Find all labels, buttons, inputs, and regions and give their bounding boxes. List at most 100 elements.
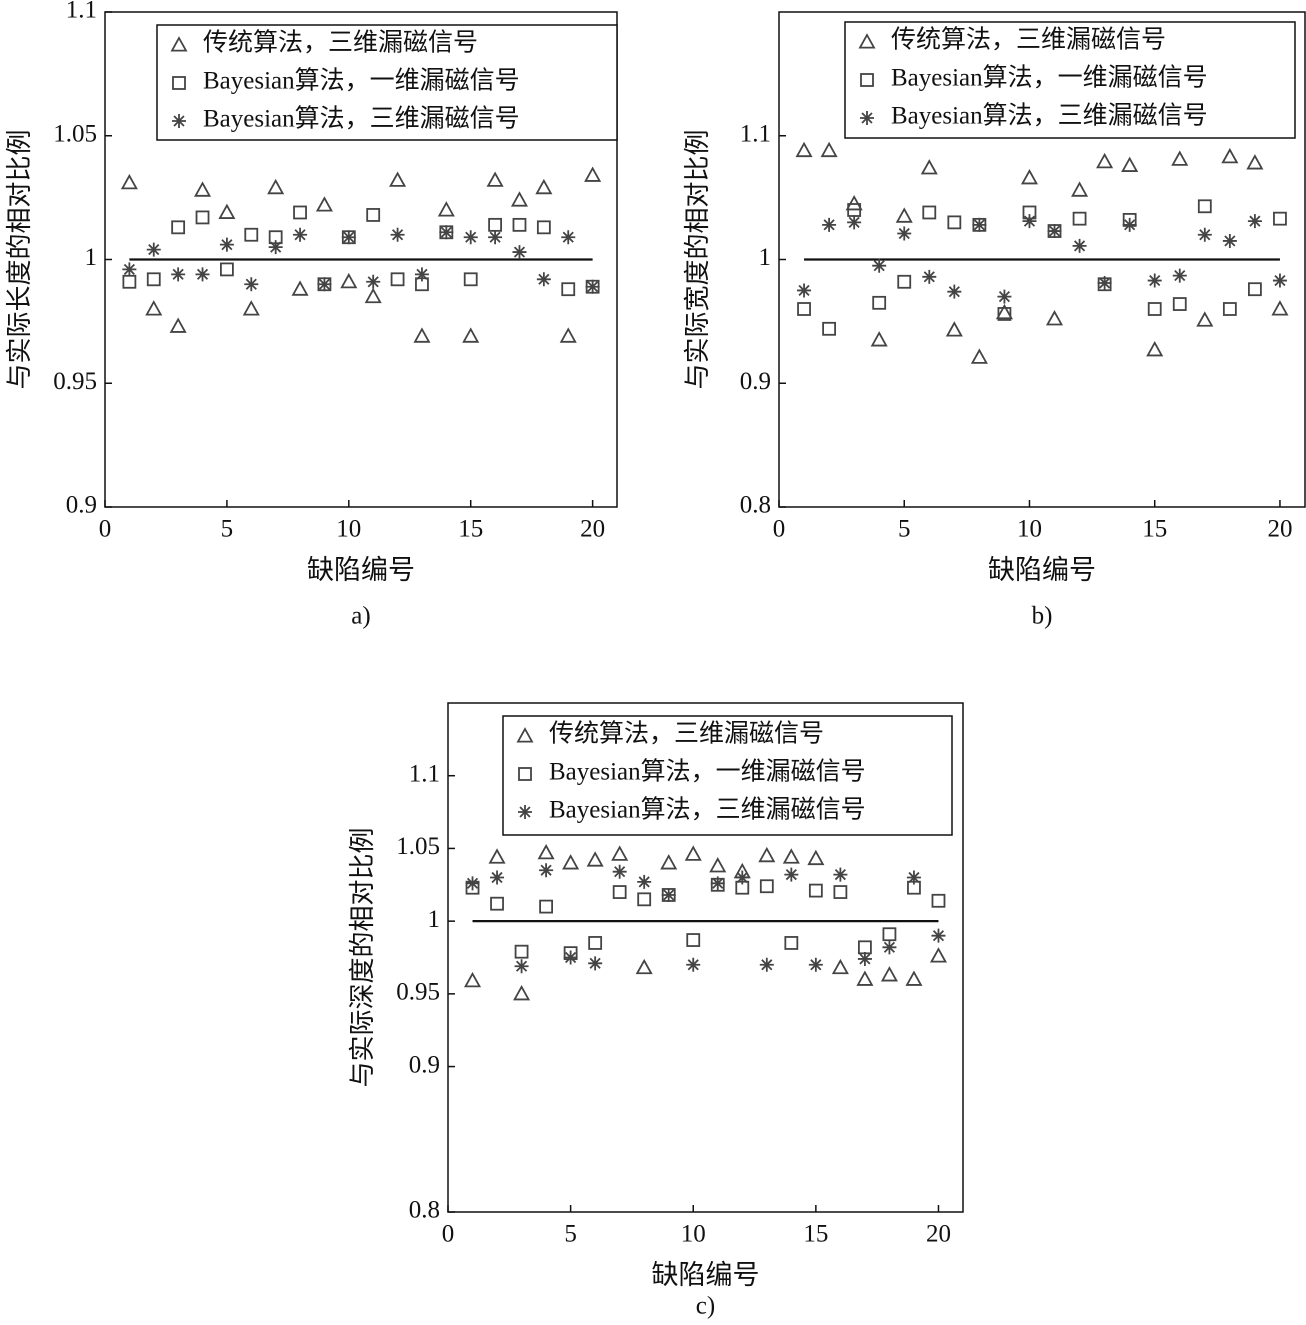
- y-tick-label: 0.9: [409, 1051, 440, 1078]
- star-marker: [439, 225, 454, 240]
- square-marker: [686, 933, 701, 947]
- y-tick-label: 1.05: [53, 120, 97, 147]
- star-marker: [1147, 273, 1162, 288]
- y-tick-label: 1.1: [66, 0, 97, 24]
- triangle-marker: [995, 303, 1013, 320]
- star-marker: [857, 951, 872, 966]
- triangle-marker: [1271, 300, 1289, 316]
- triangle-marker: [584, 166, 602, 182]
- triangle-marker: [486, 171, 504, 187]
- legend-label: Bayesian算法，三维漏磁信号: [891, 102, 1208, 130]
- star-marker: [661, 887, 676, 902]
- triangle-marker: [660, 854, 678, 870]
- star-marker: [463, 230, 478, 245]
- star-marker: [268, 240, 283, 255]
- square-marker: [1072, 211, 1087, 226]
- x-tick-label: 0: [773, 516, 786, 543]
- triangle-marker: [895, 207, 913, 223]
- square-marker: [1172, 297, 1187, 311]
- triangle-marker: [970, 348, 988, 364]
- star-marker: [897, 226, 912, 241]
- star-marker: [1172, 268, 1187, 283]
- square-marker: [947, 215, 962, 230]
- square-marker: [293, 205, 307, 220]
- triangle-marker: [267, 178, 285, 195]
- star-marker: [612, 864, 627, 879]
- square-marker: [366, 208, 381, 222]
- square-marker: [858, 940, 872, 955]
- x-tick-label: 10: [336, 516, 361, 543]
- star-marker: [490, 870, 505, 885]
- square-marker: [997, 307, 1012, 321]
- triangle-marker: [831, 958, 849, 975]
- triangle-marker: [437, 201, 455, 217]
- star-marker: [317, 277, 332, 292]
- x-tick-label: 5: [564, 1221, 577, 1248]
- triangle-marker: [1045, 310, 1064, 326]
- square-marker: [512, 217, 527, 232]
- square-marker: [244, 227, 259, 242]
- triangle-marker: [488, 848, 506, 864]
- square-marker: [122, 274, 137, 289]
- triangle-marker: [218, 203, 236, 219]
- star-marker: [561, 230, 576, 245]
- square-marker: [1248, 282, 1262, 297]
- triangle-marker: [315, 196, 333, 212]
- square-marker: [860, 73, 874, 87]
- triangle-marker: [684, 845, 702, 861]
- legend-label: 传统算法，三维漏磁信号: [549, 720, 824, 748]
- square-marker: [463, 272, 478, 287]
- caption: a): [351, 603, 370, 630]
- y-tick-label: 1: [85, 244, 98, 271]
- triangle-marker: [1020, 168, 1039, 185]
- triangle-marker: [920, 159, 938, 175]
- square-marker: [1197, 199, 1212, 214]
- legend-box: [844, 21, 1296, 139]
- square-marker: [1222, 302, 1237, 316]
- star-marker: [219, 237, 234, 252]
- triangle-marker: [795, 141, 813, 158]
- square-marker: [1273, 211, 1287, 226]
- star-marker: [122, 262, 137, 277]
- square-marker: [833, 885, 848, 899]
- star-marker: [872, 258, 887, 273]
- star-marker: [195, 267, 210, 282]
- triangle-marker: [413, 327, 431, 343]
- square-marker: [536, 220, 551, 235]
- star-marker: [637, 874, 652, 889]
- y-tick-label: 1.05: [396, 833, 440, 860]
- triangle-marker: [389, 171, 407, 187]
- triangle-marker: [586, 851, 604, 867]
- square-marker: [931, 893, 946, 908]
- x-tick-label: 0: [442, 1221, 455, 1248]
- star-marker: [906, 870, 921, 885]
- triangle-marker: [635, 958, 653, 975]
- legend-label: Bayesian算法，三维漏磁信号: [549, 796, 866, 824]
- square-marker: [784, 936, 799, 950]
- x-tick-label: 20: [1267, 516, 1292, 543]
- star-marker: [1097, 276, 1112, 291]
- square-marker: [171, 220, 186, 235]
- y-axis-label: 与实际深度的相对比例: [348, 827, 377, 1087]
- x-tick-label: 20: [580, 516, 605, 543]
- triangle-marker: [758, 846, 776, 863]
- y-tick-label: 1: [759, 244, 772, 271]
- star-marker: [882, 940, 897, 955]
- triangle-marker: [513, 985, 531, 1001]
- y-tick-label: 1.1: [740, 120, 771, 147]
- square-marker: [514, 944, 529, 959]
- star-marker: [172, 114, 186, 128]
- triangle-marker: [535, 178, 553, 195]
- square-marker: [1147, 302, 1162, 316]
- triangle-marker: [463, 971, 482, 988]
- triangle-marker: [516, 727, 534, 743]
- star-marker: [1122, 217, 1137, 232]
- legend-label: Bayesian算法，一维漏磁信号: [203, 67, 520, 95]
- y-tick-label: 0.8: [740, 492, 771, 519]
- star-marker: [171, 267, 186, 282]
- x-axis-label: 缺陷编号: [652, 1260, 760, 1290]
- star-marker: [759, 957, 774, 972]
- x-tick-label: 15: [1142, 516, 1167, 543]
- star-marker: [390, 227, 405, 242]
